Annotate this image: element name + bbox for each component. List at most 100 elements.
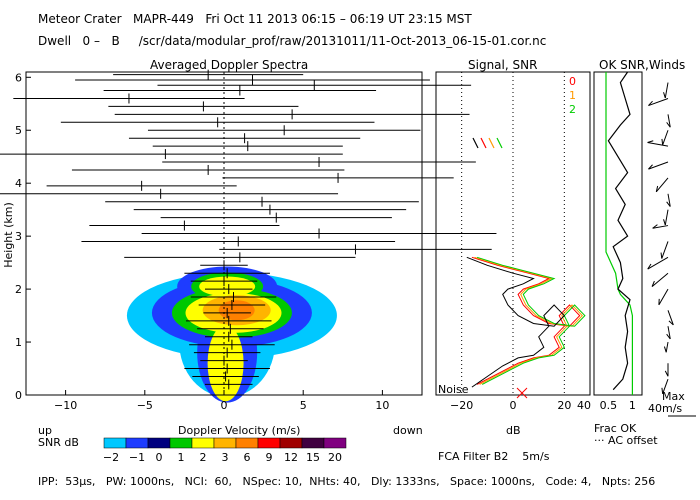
legend-0: 0 (569, 75, 576, 88)
snr-marker (496, 137, 503, 149)
winds-series-frac_ok (605, 72, 634, 395)
snr-marker (488, 137, 495, 149)
colorbar-tick-label: 1 (178, 451, 185, 464)
colorbar-tick-label: 2 (200, 451, 207, 464)
header-line-2: Dwell 0 – B /scr/data/modular_prof/raw/2… (38, 34, 547, 48)
colorbar-tick-label: 9 (266, 451, 273, 464)
colorbar-swatch (279, 437, 303, 449)
wind-barb (648, 98, 669, 107)
ac-offset-label: ··· AC offset (594, 434, 658, 447)
snr-series-noise (466, 256, 565, 388)
x-axis-label: Doppler Velocity (m/s) (178, 424, 301, 437)
y-tick-label: 5 (15, 124, 22, 137)
max-wind-label: Max (662, 390, 685, 403)
snr-tick-label: 20 (557, 399, 571, 412)
frac-tick-label: 0.5 (600, 399, 618, 412)
wind-barb-head (661, 138, 664, 145)
colorbar-swatch (103, 437, 127, 449)
colorbar-swatch (323, 437, 347, 449)
winds-title: OK SNR,Winds (599, 58, 686, 72)
noise-marker (516, 387, 528, 399)
wind-barb (667, 114, 671, 128)
noise-label: Noise (438, 383, 469, 396)
legend-1: 1 (569, 89, 576, 102)
up-label: up (38, 424, 52, 437)
wind-barb (647, 142, 669, 147)
wind-barb-head (647, 140, 654, 143)
wind-barb-head (663, 92, 666, 99)
wind-barb-head (663, 219, 666, 226)
wind-barb (658, 288, 669, 306)
snr-marker (472, 137, 479, 149)
colorbar-swatch (147, 437, 171, 449)
x-tick-label: −5 (137, 399, 153, 412)
wind-barb-head (655, 185, 659, 192)
x-tick-label: −10 (54, 399, 77, 412)
wind-barb-head (652, 224, 658, 229)
y-tick-label: 6 (15, 71, 22, 84)
db-label: dB (506, 424, 521, 437)
wind-barb-head (668, 320, 674, 326)
snr-series-2 (476, 256, 586, 385)
colorbar-tick-label: 0 (156, 451, 163, 464)
wind-barb (655, 177, 669, 193)
wind-barb (651, 272, 669, 287)
winds-series-snr_ok (607, 71, 631, 391)
wind-barb (647, 256, 669, 270)
header-line-1: Meteor Crater MAPR-449 Fri Oct 11 2013 0… (38, 12, 472, 26)
wind-barb-head (648, 164, 653, 170)
snr-tick-label: −20 (450, 399, 473, 412)
x-tick-label: 0 (221, 399, 228, 412)
snr-tick-label: 0 (510, 399, 517, 412)
wind-barb-head (664, 370, 669, 377)
x-tick-label: 10 (375, 399, 389, 412)
frac-tick-label: 1 (629, 399, 636, 412)
wind-barb (662, 130, 669, 146)
wind-barb (652, 225, 669, 229)
footer-params: IPP: 53µs, PW: 1000ns, NCI: 60, NSpec: 1… (38, 475, 656, 488)
y-tick-label: 1 (15, 336, 22, 349)
colorbar-swatch (125, 437, 149, 449)
wind-barb-head (660, 252, 663, 259)
wind-barb (664, 209, 669, 226)
colorbar-swatch (235, 437, 259, 449)
colorbar-tick-label: 3 (222, 451, 229, 464)
colorbar-tick-label: 12 (284, 451, 298, 464)
colorbar-swatch (213, 437, 237, 449)
wind-barb (664, 82, 669, 99)
wind-barb-head (647, 263, 652, 270)
snr-title: Signal, SNR (468, 58, 538, 72)
colorbar-swatch (257, 437, 281, 449)
wind-barb-head (651, 280, 655, 287)
snr-tick-label-40: 40 (577, 399, 591, 412)
y-tick-label: 4 (15, 177, 22, 190)
wind-barb-head (663, 346, 667, 353)
wind-barb-head (666, 201, 671, 207)
y-axis-label: Height (km) (2, 202, 15, 268)
snr-marker (480, 137, 487, 149)
x-tick-label: 5 (300, 399, 307, 412)
wind-barb-head (648, 100, 653, 106)
max-wind-value: 40m/s (648, 402, 683, 415)
wind-barb (662, 378, 669, 394)
colorbar-tick-label: 15 (306, 451, 320, 464)
wind-barb (667, 193, 671, 207)
snr-shading-yellow-upper (199, 276, 256, 297)
y-tick-label: 2 (15, 283, 22, 296)
wind-barb (667, 326, 671, 340)
wind-barb-head (666, 122, 671, 128)
colorbar-tick-label: −2 (103, 451, 119, 464)
snr-db-label: SNR dB (38, 436, 79, 449)
colorbar-tick-label: −1 (129, 451, 145, 464)
wind-barb (648, 161, 669, 170)
colorbar-swatch (169, 437, 193, 449)
y-tick-label: 3 (15, 230, 22, 243)
frac-ok-label: Frac OK (594, 422, 637, 435)
colorbar-tick-label: 20 (328, 451, 342, 464)
colorbar-swatch (301, 437, 325, 449)
y-tick-label: 0 (15, 389, 22, 402)
spectra-title: Averaged Doppler Spectra (150, 58, 309, 72)
legend-2: 2 (569, 103, 576, 116)
down-label: down (393, 424, 423, 437)
